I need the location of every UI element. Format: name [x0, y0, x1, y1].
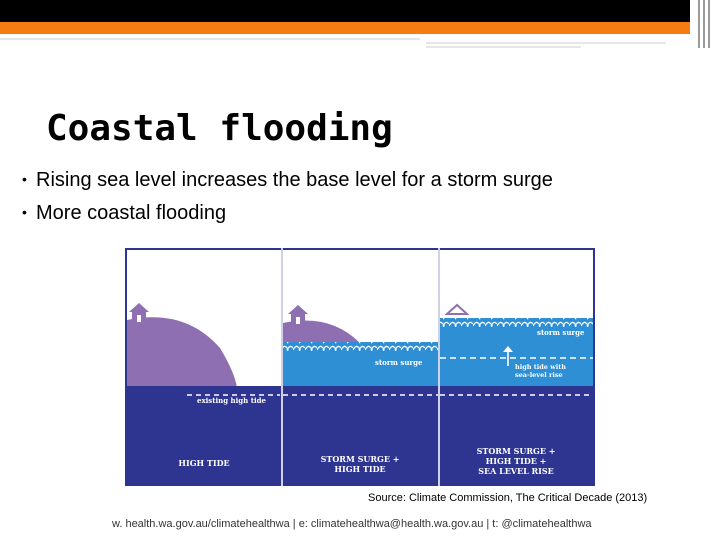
header-black-band: [0, 0, 690, 22]
deep-water: [440, 386, 593, 484]
header-divider-strip-short: [426, 46, 581, 48]
figure-source-caption: Source: Climate Commission, The Critical…: [368, 492, 648, 504]
bullet-list: • Rising sea level increases the base lev…: [22, 163, 553, 229]
bullet-dot-icon: •: [22, 204, 27, 220]
header-vertical-rule: [698, 0, 700, 48]
bullet-text: More coastal flooding: [36, 202, 227, 224]
existing-high-tide-label: existing high tide: [197, 396, 266, 405]
house-icon: [444, 303, 470, 315]
header-vertical-rule: [708, 0, 710, 48]
header-bar: [0, 0, 720, 34]
panel-caption: HIGH TIDE +: [486, 456, 547, 466]
rise-label: high tide with: [515, 363, 566, 371]
bullet-item: • More coastal flooding: [22, 196, 553, 229]
house-icon: [288, 305, 308, 324]
bullet-dot-icon: •: [22, 171, 27, 187]
rise-arrow-icon: [503, 346, 513, 366]
panel-sea-level-rise: storm surge high tide with sea-level ris…: [440, 250, 593, 484]
header-vertical-rule: [703, 0, 705, 48]
surge-water: [440, 318, 593, 386]
wave-crests: [440, 318, 593, 327]
land-hill: [127, 317, 237, 388]
panel-caption: STORM SURGE +: [477, 446, 556, 456]
panel-caption: HIGH TIDE: [178, 458, 229, 468]
panel-caption: SEA LEVEL RISE: [478, 466, 554, 476]
panel-caption: HIGH TIDE: [334, 464, 385, 474]
header-divider-strip: [0, 38, 420, 40]
deep-water: [283, 386, 438, 484]
coastal-flooding-figure: existing high tide HIGH TIDE storm surge…: [125, 248, 595, 486]
panel-high-tide: existing high tide HIGH TIDE: [127, 250, 281, 484]
bullet-text: Rising sea level increases the base leve…: [36, 169, 553, 191]
wave-crests: [283, 342, 438, 351]
panel-storm-surge: storm surge STORM SURGE + HIGH TIDE: [283, 250, 438, 484]
house-icon: [129, 303, 149, 322]
panel-caption: STORM SURGE +: [321, 454, 400, 464]
footer-contact: w. health.wa.gov.au/climatehealthwa | e:…: [112, 518, 592, 530]
header-divider-strip-right: [426, 42, 666, 44]
header-orange-band: [0, 22, 690, 34]
deep-water: [127, 386, 281, 484]
rise-label: sea-level rise: [515, 371, 563, 379]
storm-surge-label: storm surge: [375, 358, 423, 367]
bullet-item: • Rising sea level increases the base lev…: [22, 163, 553, 196]
slide-title: Coastal flooding: [46, 108, 393, 149]
storm-surge-label: storm surge: [537, 328, 585, 337]
